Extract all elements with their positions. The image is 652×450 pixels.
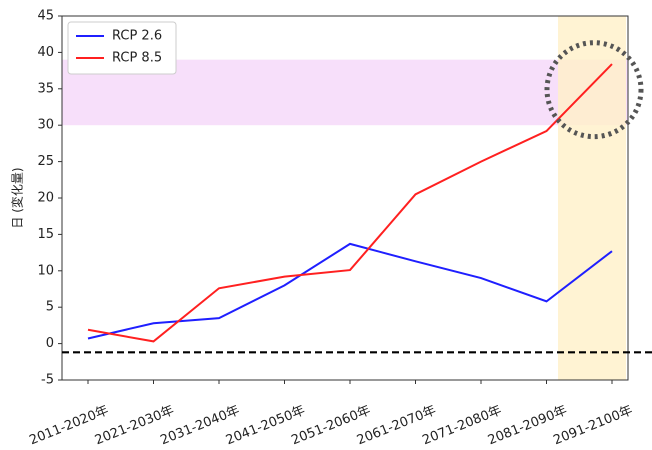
period-band — [558, 16, 626, 380]
series-line — [87, 242, 613, 340]
y-tick-label: 10 — [37, 263, 54, 278]
y-tick-label: 25 — [37, 154, 54, 169]
y-axis-label: 日 (変化量) — [10, 167, 25, 228]
y-tick-label: 45 — [37, 9, 54, 24]
highlight-circle — [544, 40, 644, 140]
series-line — [87, 63, 613, 343]
y-tick-label: 30 — [37, 118, 54, 133]
legend-label: RCP 8.5 — [112, 51, 162, 66]
legend: RCP 2.6 RCP 8.5 — [67, 21, 177, 75]
y-tick-label: 35 — [37, 81, 54, 96]
y-tick-label: -5 — [41, 373, 54, 388]
y-tick-label: 0 — [46, 336, 54, 351]
y-tick-label: 5 — [46, 300, 54, 315]
legend-label: RCP 2.6 — [112, 29, 162, 44]
y-tick-label: 15 — [37, 227, 54, 242]
y-tick-label: 20 — [37, 191, 54, 206]
y-tick-label: 40 — [37, 45, 54, 60]
